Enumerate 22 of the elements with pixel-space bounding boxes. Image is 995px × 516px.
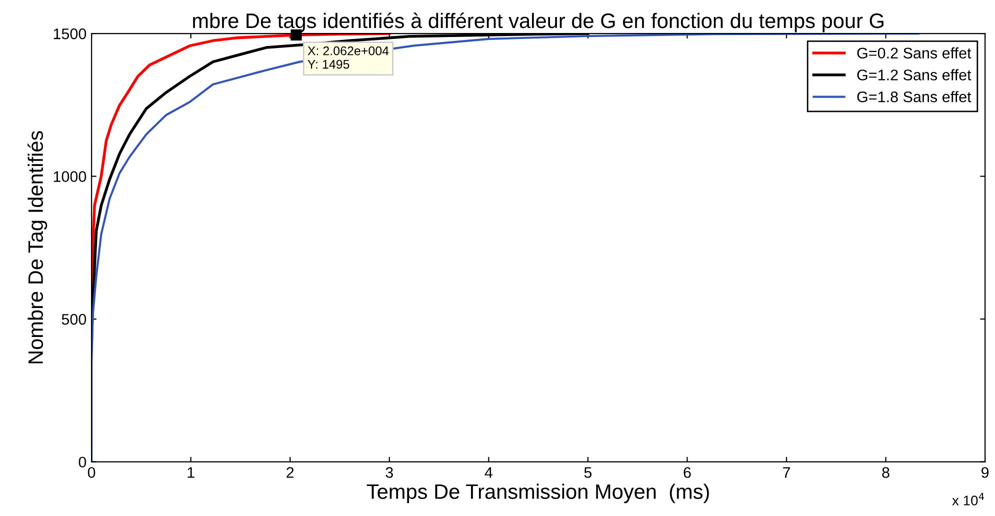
x-tick-label: 4 — [484, 467, 492, 478]
y-tick-label: 1000 — [54, 171, 86, 182]
x-tick-label: 2 — [286, 467, 294, 478]
x-tick-label: 3 — [386, 467, 393, 478]
y-tick-label: 0 — [78, 456, 86, 468]
x-tick-label: 5 — [584, 467, 592, 478]
x-tick-label: 7 — [783, 467, 790, 478]
x-tick-label: 9 — [982, 467, 989, 478]
y-axis-title: Nombre De Tag Identifiés — [27, 131, 48, 364]
chart-title: mbre De tags identifiés à différent valeur de G en fonction du temps pour G — [193, 12, 884, 32]
text: x 10$^{4}$ — [952, 492, 984, 506]
x-axis-title: Temps De Transmission Moyen (ms) — [366, 484, 709, 504]
x-tick-label: 0 — [88, 467, 96, 478]
legend-label: G=1.8 Sans effet — [857, 91, 972, 102]
legend-label: G=0.2 Sans effet — [857, 47, 972, 59]
y-tick-label: 1500 — [54, 28, 86, 40]
x-tick-label: 8 — [882, 467, 890, 478]
annotation: X: 2.062e+004 Y: 1495 — [308, 46, 389, 69]
legend-label: G=1.2 Sans effet — [857, 69, 972, 80]
x-tick-label: 1 — [188, 467, 194, 478]
y-tick-label: 500 — [62, 314, 86, 325]
x-tick-label: 6 — [684, 467, 691, 478]
